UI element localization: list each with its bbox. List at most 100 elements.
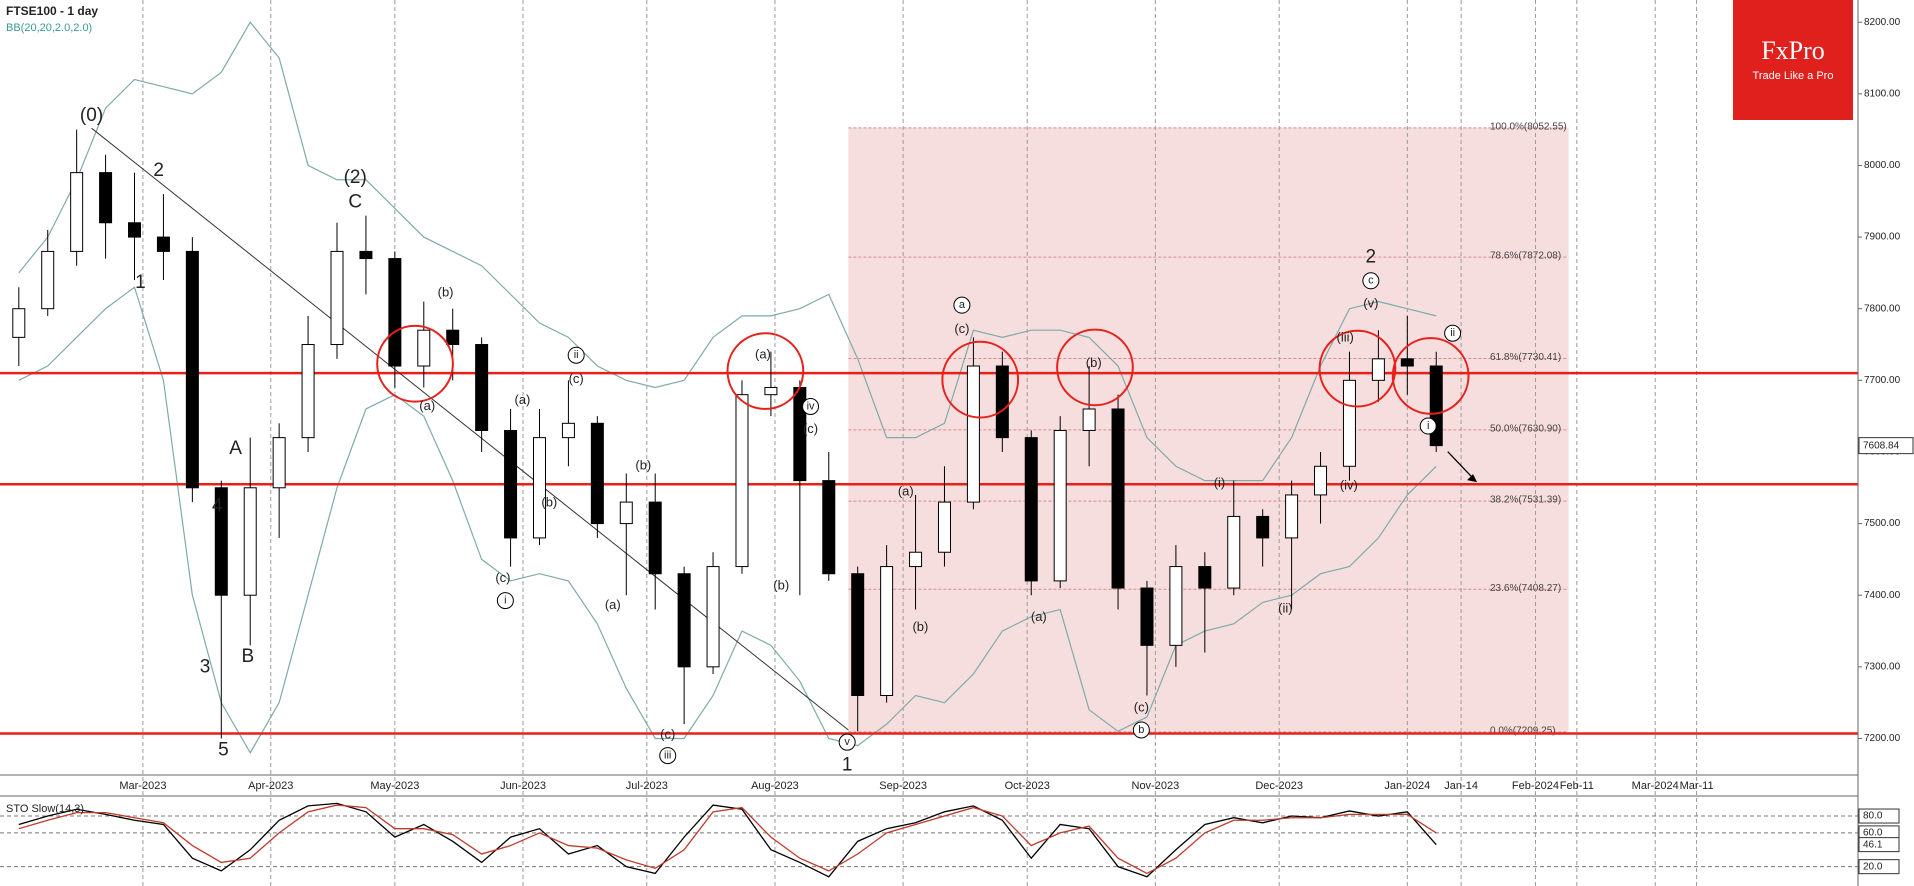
wave-label: a: [959, 299, 966, 311]
wave-label: (b): [635, 458, 651, 473]
x-tick-label: Mar-11: [1680, 780, 1714, 792]
candle-body: [1342, 379, 1356, 467]
y-tick-label: 8100.00: [1864, 88, 1901, 99]
chart-title: FTSE100 - 1 day: [6, 4, 98, 18]
wave-label: B: [241, 646, 254, 667]
fib-label: 23.6%(7408.27): [1490, 583, 1561, 594]
bollinger-band: [18, 21, 1437, 482]
stoch-tick-box: [1858, 859, 1900, 875]
x-tick-label: May-2023: [370, 780, 419, 792]
candle-body: [706, 566, 720, 668]
wave-label: (c): [954, 321, 969, 336]
candle-body: [1198, 566, 1212, 589]
wave-label: C: [348, 192, 362, 213]
x-tick-label: Nov-2023: [1132, 780, 1180, 792]
candle-body: [1400, 358, 1414, 367]
candle-body: [966, 365, 980, 503]
y-tick-label: 8200.00: [1864, 17, 1901, 28]
wave-label: (b): [773, 577, 789, 592]
candle-body: [764, 387, 778, 396]
y-tick-label: 7700.00: [1864, 375, 1901, 386]
stoch-title: STO Slow(14,3): [6, 803, 84, 815]
candle-body: [822, 480, 836, 575]
wave-label: 1: [842, 754, 853, 775]
candle-body: [185, 250, 199, 489]
stoch-tick-box: [1858, 808, 1900, 824]
wave-label: i: [504, 594, 506, 606]
stoch-line: [18, 802, 1437, 878]
wave-label: (iv): [1340, 477, 1358, 492]
highlight-circle: [1318, 329, 1397, 408]
wave-label: iv: [807, 400, 815, 412]
candle-body: [1169, 566, 1183, 646]
wave-label: b: [1138, 724, 1144, 736]
candle-body: [70, 172, 84, 252]
candle-body: [1082, 408, 1096, 431]
candle-body: [937, 501, 951, 553]
logo-box: [1733, 0, 1853, 120]
forecast-arrowhead: [1467, 474, 1478, 483]
stoch-tick-label: 60.0: [1863, 828, 1883, 839]
candle-body: [1371, 358, 1385, 381]
x-tick-label: Dec-2023: [1255, 780, 1303, 792]
x-tick-label: Jun-2023: [500, 780, 546, 792]
candle-body: [995, 365, 1009, 439]
wave-label: (c): [569, 371, 584, 386]
candle-body: [1140, 587, 1154, 646]
wave-label: (b): [912, 619, 928, 634]
wave-label: ii: [1450, 327, 1455, 339]
y-tick-label: 7500.00: [1864, 518, 1901, 529]
wave-label: (iii): [1337, 330, 1354, 345]
wave-label: (c): [660, 726, 675, 741]
candle-body: [388, 258, 402, 367]
x-tick-label: Jul-2023: [626, 780, 668, 792]
candle-body: [272, 437, 286, 489]
candle-body: [1429, 365, 1443, 447]
wave-label-circle: [496, 592, 514, 610]
wave-label-circle: [1419, 417, 1437, 435]
logo-name: FxPro: [1761, 36, 1825, 65]
candle-body: [417, 329, 431, 367]
stoch-line: [18, 804, 1437, 875]
trend-line: [91, 127, 849, 731]
wave-label: 2: [153, 160, 164, 181]
candle-body: [1227, 515, 1241, 589]
wave-label-circle: [1132, 721, 1150, 739]
x-tick-label: Feb-2024: [1512, 780, 1559, 792]
stoch-last-box: [1858, 837, 1900, 853]
y-tick-label: 7400.00: [1864, 590, 1901, 601]
fib-label: 50.0%(7630.90): [1490, 423, 1561, 434]
candle-body: [243, 487, 257, 596]
candle-body: [330, 250, 344, 346]
candle-body: [359, 250, 373, 260]
wave-label: 4: [212, 496, 223, 517]
candle-body: [99, 172, 113, 224]
candle-body: [880, 566, 894, 696]
x-tick-label: Oct-2023: [1005, 780, 1050, 792]
candle-body: [446, 329, 460, 346]
wave-label-circle: [953, 296, 971, 314]
wave-label: v: [844, 736, 850, 748]
wave-label: (b): [541, 494, 557, 509]
wave-label: 2: [1366, 247, 1377, 268]
wave-label: 3: [200, 657, 211, 678]
x-tick-label: Mar-2023: [119, 780, 166, 792]
wave-label-circle: [1444, 324, 1462, 342]
candle-body: [590, 422, 604, 525]
last-price-box: [1858, 437, 1914, 455]
candle-body: [128, 222, 142, 238]
fib-label: 78.6%(7872.08): [1490, 251, 1561, 262]
y-tick-label: 7800.00: [1864, 303, 1901, 314]
wave-label: (c): [1134, 699, 1149, 714]
wave-label: (a): [898, 483, 914, 498]
stoch-tick-label: 80.0: [1863, 811, 1883, 822]
candle-body: [619, 501, 633, 525]
wave-label: (a): [419, 398, 435, 413]
fib-label: 100.0%(8052.55): [1490, 121, 1567, 132]
candle-body: [1256, 515, 1270, 539]
candle-body: [214, 487, 228, 596]
candle-body: [1053, 429, 1067, 582]
wave-label: 1: [135, 272, 146, 293]
y-tick-label: 7200.00: [1864, 733, 1901, 744]
